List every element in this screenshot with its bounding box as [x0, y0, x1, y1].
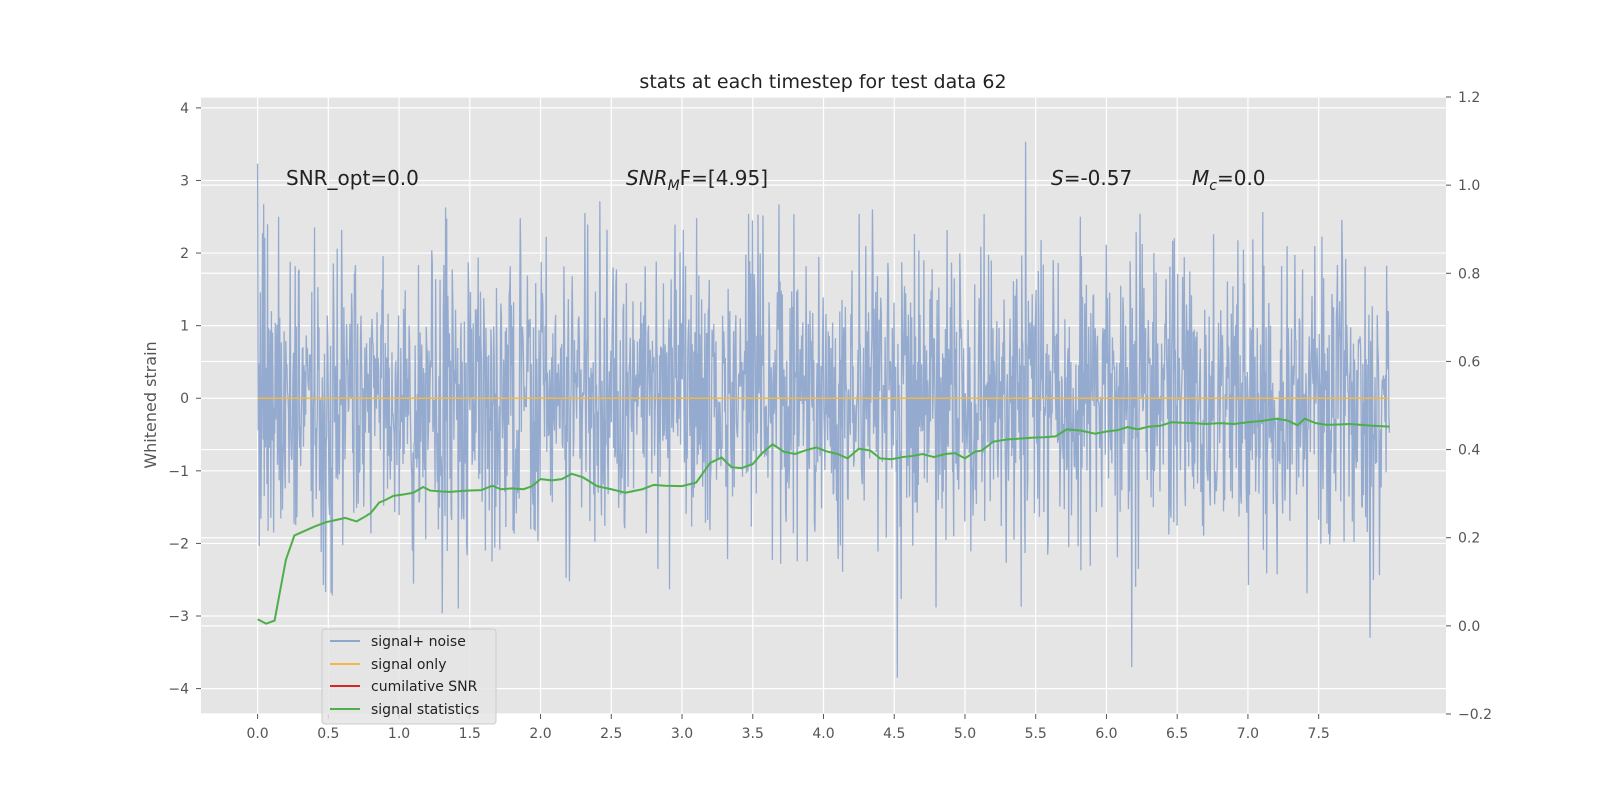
x-tick-label: 4.5	[883, 726, 905, 742]
x-tick-label: 0.0	[246, 726, 268, 742]
snr-mf-symbol: SNR	[626, 166, 668, 190]
y-right-tick-label: 1.0	[1458, 178, 1480, 194]
annotation-snr-opt: SNR_opt=0.0	[286, 166, 419, 190]
mc-subscript: c	[1209, 178, 1217, 194]
x-tick-label: 4.0	[812, 726, 834, 742]
x-tick-label: 2.0	[529, 726, 551, 742]
snr-mf-value: F=[4.95]	[680, 166, 768, 190]
x-tick-label: 3.0	[671, 726, 693, 742]
y-right-tick-label: 0.8	[1458, 266, 1480, 282]
y-tick-label: 2	[180, 246, 189, 262]
signal-noise-line	[256, 141, 1391, 678]
legend: signal+ noise signal only cumilative SNR…	[321, 628, 497, 725]
annotation-s: S=-0.57	[1051, 166, 1132, 190]
x-tick-label: 0.5	[317, 726, 339, 742]
y-right-tick-label: 0.6	[1458, 354, 1480, 370]
y-right-tick-label: −0.2	[1458, 707, 1492, 723]
chart-title: stats at each timestep for test data 62	[639, 71, 1006, 93]
y-tick-label: 4	[180, 101, 189, 117]
y-right-tick-label: 0.4	[1458, 443, 1480, 459]
y-tick-label: 0	[180, 391, 189, 407]
x-tick-label: 3.5	[742, 726, 764, 742]
y-right-tick-label: 0.0	[1458, 619, 1480, 635]
y-tick-label: 1	[180, 319, 189, 335]
signal-noise-series	[256, 141, 1391, 678]
y-axis-label: Whitened strain	[141, 341, 160, 468]
snr-mf-subscript: M	[668, 178, 680, 194]
y-tick-label: −2	[168, 536, 189, 552]
x-tick-label: 5.5	[1025, 726, 1047, 742]
y-tick-label: −4	[168, 682, 189, 698]
axis-ticks: 0.0 0.5 1.0 1.5 2.0 2.5 3.0 3.5 4.0 4.5 5.0 5.5 6.0 6…	[168, 90, 1492, 742]
signal-statistics-line	[257, 417, 1390, 625]
y-tick-label: −1	[168, 464, 189, 480]
x-tick-label: 6.0	[1095, 726, 1117, 742]
legend-label-cumulative-snr: cumilative SNR	[371, 679, 478, 695]
legend-label-signal-noise: signal+ noise	[371, 634, 466, 650]
signal-statistics-series	[257, 417, 1390, 625]
s-symbol: S	[1051, 166, 1064, 190]
s-value: =-0.57	[1064, 166, 1133, 190]
y-tick-label: −3	[168, 609, 189, 625]
mc-symbol: M	[1192, 166, 1209, 190]
mc-value: =0.0	[1217, 166, 1266, 190]
x-tick-label: 5.0	[954, 726, 976, 742]
legend-label-signal-only: signal only	[371, 657, 446, 673]
x-tick-label: 2.5	[600, 726, 622, 742]
legend-label-signal-statistics: signal statistics	[371, 702, 479, 718]
annotation-snr-mf: SNRMF=[4.95]	[626, 166, 768, 194]
x-tick-label: 1.5	[459, 726, 481, 742]
x-tick-label: 6.5	[1166, 726, 1188, 742]
legend-box	[321, 628, 497, 725]
y-right-tick-label: 0.2	[1458, 531, 1480, 547]
y-right-tick-label: 1.2	[1458, 90, 1480, 106]
x-tick-label: 1.0	[388, 726, 410, 742]
y-tick-label: 3	[180, 173, 189, 189]
x-tick-label: 7.0	[1237, 726, 1259, 742]
x-tick-label: 7.5	[1308, 726, 1330, 742]
annotation-mc: Mc=0.0	[1192, 166, 1266, 194]
